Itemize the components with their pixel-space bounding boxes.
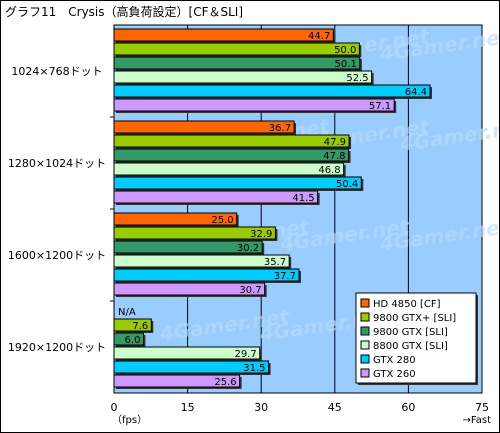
legend-swatch	[360, 368, 370, 378]
bar	[113, 120, 295, 134]
category-label: 1024×768ドット	[11, 65, 102, 78]
legend-swatch	[360, 354, 370, 364]
bar	[113, 84, 431, 98]
bar	[113, 374, 241, 388]
category-label: 1600×1200ドット	[8, 249, 106, 262]
data-label: N/A	[118, 307, 136, 318]
data-label: 50.4	[336, 179, 358, 190]
data-label: 30.7	[239, 285, 261, 296]
bar	[113, 190, 319, 204]
data-label: 37.7	[274, 271, 296, 282]
legend-swatch	[360, 298, 370, 308]
data-label: 47.8	[323, 151, 345, 162]
data-label: 25.6	[214, 377, 236, 388]
legend-swatch	[360, 340, 370, 350]
legend-swatch	[360, 312, 370, 322]
data-label: 57.1	[369, 101, 391, 112]
data-label: 44.7	[308, 31, 330, 42]
legend-swatch	[360, 326, 370, 336]
x-tick-labels: 0 15 30 45 60 75	[111, 401, 490, 414]
bar	[113, 70, 373, 84]
data-label: 50.1	[335, 59, 357, 70]
x-tick-label: 30	[254, 401, 268, 414]
bar	[113, 42, 360, 56]
data-label: 52.5	[346, 73, 368, 84]
bar	[113, 240, 263, 254]
bar	[113, 226, 276, 240]
bar	[113, 360, 270, 374]
bar	[113, 254, 290, 268]
data-label: 25.0	[211, 215, 233, 226]
bars: 44.7 50.0 50.1 52.5 64.4 57.1 36.7 47.9 47.8 46.8…	[113, 28, 432, 389]
data-label: 50.0	[334, 45, 356, 56]
bar	[113, 98, 395, 112]
category-label: 1280×1024ドット	[8, 157, 106, 170]
data-label: 64.4	[405, 87, 427, 98]
bar	[113, 176, 362, 190]
legend: HD 4850 [CF] 9800 GTX+ [SLI] 9800 GTX [SLI…	[355, 292, 478, 385]
x-tick-label: 45	[328, 401, 342, 414]
bar	[113, 346, 261, 360]
data-label: 6.0	[125, 335, 141, 346]
legend-label: 9800 GTX+ [SLI]	[373, 313, 456, 324]
data-label: 35.7	[264, 257, 286, 268]
bar	[113, 56, 361, 70]
bar	[113, 332, 144, 346]
x-tick-label: 75	[475, 401, 489, 414]
data-label: 32.9	[250, 229, 272, 240]
bar	[113, 28, 334, 42]
data-label: 29.7	[234, 349, 256, 360]
data-label: 46.8	[318, 165, 340, 176]
legend-label: GTX 280	[373, 355, 416, 366]
category-label: 1920×1200ドット	[8, 341, 106, 354]
bar	[113, 162, 345, 176]
chart-title: グラフ11 Crysis（高負荷設定）[CF＆SLI]	[5, 4, 243, 19]
bar	[113, 134, 350, 148]
x-tick-label: 60	[401, 401, 415, 414]
bar	[113, 282, 266, 296]
legend-label: HD 4850 [CF]	[373, 299, 441, 310]
data-label: 47.9	[324, 137, 346, 148]
data-label: 7.6	[132, 321, 148, 332]
data-label: 41.5	[292, 193, 314, 204]
data-label: 30.2	[237, 243, 259, 254]
bar	[113, 318, 152, 332]
legend-label: 8800 GTX [SLI]	[373, 341, 448, 352]
x-axis-label: （fps）	[112, 414, 147, 426]
legend-label: 9800 GTX [SLI]	[373, 327, 448, 338]
category-labels: 1024×768ドット 1280×1024ドット 1600×1200ドット 1920×…	[8, 65, 106, 354]
x-tick-label: 0	[111, 401, 118, 414]
bar	[113, 268, 300, 282]
bar	[113, 212, 238, 226]
x-tick-label: 15	[181, 401, 195, 414]
bar	[113, 148, 350, 162]
x-axis-note: →Fast	[463, 415, 492, 426]
data-label: 36.7	[269, 123, 291, 134]
data-label: 31.5	[243, 363, 265, 374]
legend-box	[355, 292, 477, 384]
legend-label: GTX 260	[373, 369, 416, 380]
